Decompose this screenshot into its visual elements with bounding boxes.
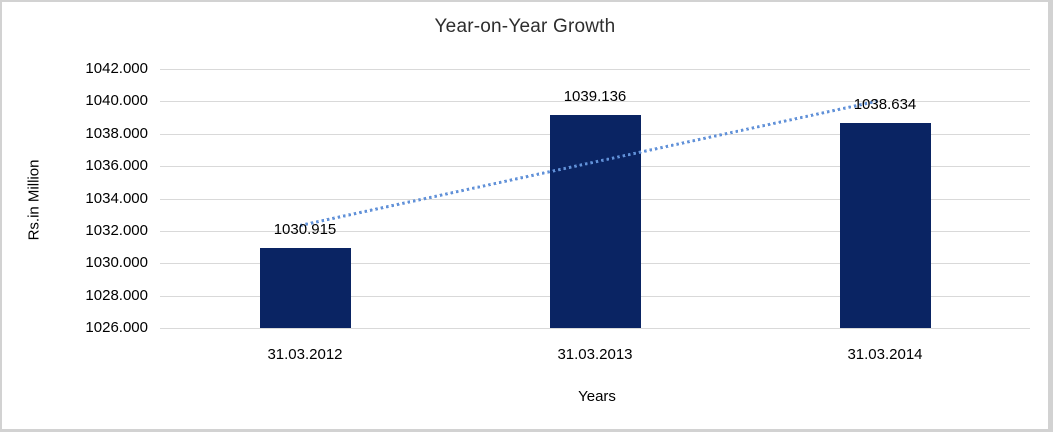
bar: [549, 115, 641, 328]
y-axis-tick-label: 1038.000: [85, 124, 148, 142]
y-axis-tick-label: 1034.000: [85, 189, 148, 207]
chart-title: Year-on-Year Growth: [434, 16, 616, 37]
y-gridline: [160, 69, 1030, 70]
bar: [259, 248, 351, 328]
y-axis-tick-label: 1026.000: [85, 319, 148, 336]
bar: [839, 123, 931, 328]
y-axis-tick-label: 1030.000: [85, 254, 148, 272]
y-gridline: [160, 101, 1030, 103]
y-axis-tick-label: 1042.000: [85, 60, 148, 77]
x-axis-category-label: 31.03.2013: [557, 346, 633, 363]
data-label: 1030.915: [273, 221, 337, 239]
x-axis-title: Years: [578, 388, 616, 405]
y-axis-tick-label: 1036.000: [85, 157, 148, 175]
data-label: 1038.634: [853, 96, 917, 114]
x-axis-category-label: 31.03.2012: [267, 346, 343, 363]
y-gridline: [160, 328, 1030, 329]
x-axis-category-label: 31.03.2014: [847, 346, 923, 363]
y-axis-tick-label: 1032.000: [85, 221, 148, 239]
data-label: 1039.136: [563, 88, 627, 106]
y-axis-tick-label: 1028.000: [85, 286, 148, 304]
y-axis-tick-label: 1040.000: [85, 92, 148, 110]
